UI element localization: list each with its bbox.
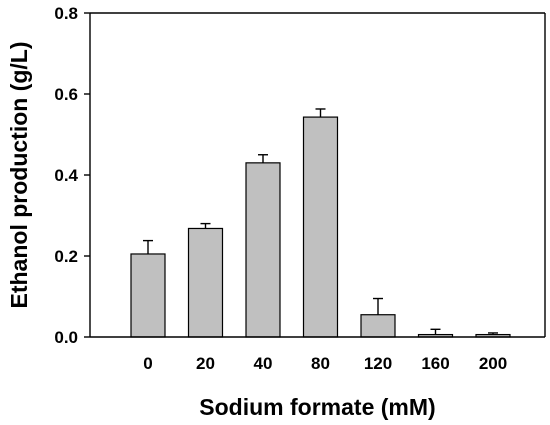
x-axis-title: Sodium formate (mM)	[199, 394, 435, 420]
x-tick-label: 120	[364, 354, 392, 373]
bar	[302, 116, 339, 338]
error-bar	[315, 108, 326, 118]
error-bar	[430, 328, 441, 335]
error-bar	[258, 154, 268, 163]
y-tick-label: 0.2	[54, 247, 78, 266]
bar	[187, 227, 224, 338]
y-axis-title: Ethanol production (g/L)	[6, 41, 32, 308]
bars-group	[130, 116, 511, 338]
error-bars-group	[143, 108, 498, 335]
bar	[130, 253, 166, 338]
y-tick-label: 0.0	[54, 328, 78, 347]
y-ticks-group: 0.0 0.2 0.4 0.6 0.8	[54, 4, 90, 347]
error-bar	[488, 332, 498, 335]
x-tick-label: 160	[421, 354, 449, 373]
error-bar	[200, 222, 211, 229]
bar	[360, 314, 396, 338]
error-bar	[143, 239, 153, 254]
x-tick-label: 40	[254, 354, 273, 373]
error-bar	[373, 297, 383, 315]
x-ticks-group: 0 20 40 80 120 160 200	[143, 354, 507, 373]
bar	[245, 162, 281, 338]
x-tick-label: 200	[479, 354, 507, 373]
y-tick-label: 0.8	[54, 4, 78, 23]
y-tick-label: 0.6	[54, 85, 78, 104]
y-tick-label: 0.4	[54, 166, 78, 185]
x-tick-label: 20	[196, 354, 215, 373]
x-tick-label: 0	[143, 354, 152, 373]
x-tick-label: 80	[311, 354, 330, 373]
